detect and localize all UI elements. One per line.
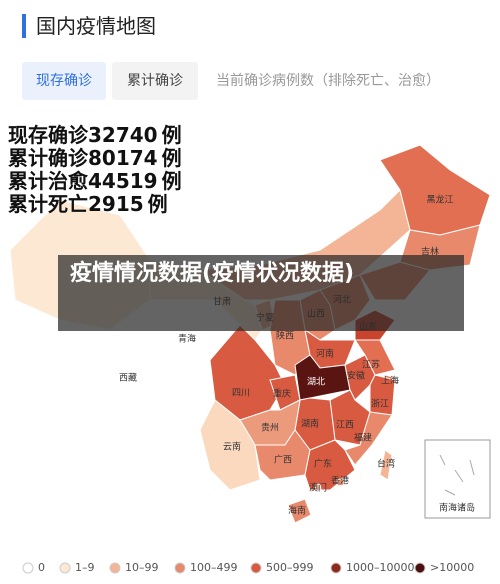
stat-label: 累计确诊	[8, 146, 88, 170]
province-label: 青海	[178, 333, 196, 345]
province-label: 浙江	[371, 398, 389, 410]
province	[336, 477, 345, 487]
legend-label: 1000–10000	[346, 561, 415, 574]
province-label: 四川	[232, 389, 250, 399]
province-label: 广西	[274, 454, 292, 466]
province-label: 福建	[354, 432, 372, 444]
legend-label: 10–99	[125, 561, 159, 574]
legend-swatch	[22, 562, 34, 574]
stat-value: 80174	[88, 146, 158, 170]
province-label: 海南	[288, 505, 306, 517]
province-label: 贵州	[261, 422, 279, 434]
province-label: 上海	[381, 375, 399, 387]
stat-unit: 例	[161, 146, 182, 170]
province-label: 广东	[314, 458, 332, 470]
legend-swatch	[174, 562, 186, 574]
province-label: 江苏	[362, 359, 380, 371]
stat-label: 累计治愈	[8, 169, 88, 193]
page-title: 国内疫情地图	[22, 14, 156, 38]
stat-unit: 例	[161, 123, 182, 147]
inset-label: 南海诸岛	[439, 502, 475, 514]
province-label: 吉林	[421, 246, 439, 258]
stat: 累计治愈44519 例	[8, 170, 182, 193]
tab-active[interactable]: 现存确诊	[22, 62, 106, 100]
stat: 现存确诊32740 例	[8, 124, 182, 147]
stat: 累计死亡2915 例	[8, 193, 182, 216]
province-label: 澳门	[309, 482, 327, 494]
province	[287, 498, 312, 524]
legend-swatch	[414, 562, 426, 574]
province-label: 云南	[223, 441, 241, 453]
province-label: 西藏	[119, 372, 137, 384]
province-label: 陕西	[276, 330, 294, 342]
stat-value: 44519	[88, 169, 158, 193]
province-label: 黑龙江	[426, 194, 453, 206]
stat-unit: 例	[147, 192, 168, 216]
stat-value: 2915	[88, 192, 144, 216]
legend-swatch	[250, 562, 262, 574]
province-label: 河南	[316, 348, 334, 360]
province	[314, 483, 322, 492]
province-label: 香港	[331, 475, 349, 487]
legend-label: 1–9	[75, 561, 95, 574]
province	[49, 319, 216, 411]
legend-label: 100–499	[190, 561, 238, 574]
province-label: 湖北	[307, 377, 325, 388]
overlay-caption: 疫情情况数据(疫情状况数据)	[58, 255, 464, 331]
legend-label: 500–999	[266, 561, 314, 574]
legend-label: 0	[38, 561, 45, 574]
legend-swatch	[109, 562, 121, 574]
province	[379, 449, 393, 481]
tab[interactable]: 累计确诊	[112, 62, 198, 100]
inset-box	[424, 439, 491, 519]
inset-islands	[439, 454, 475, 496]
stat-value: 32740	[88, 123, 158, 147]
stat-label: 现存确诊	[8, 123, 88, 147]
stat-label: 累计死亡	[8, 192, 88, 216]
province	[304, 439, 356, 491]
province-label: 安徽	[347, 370, 365, 382]
tab-note: 当前确诊病例数（排除死亡、治愈）	[216, 73, 440, 89]
province-label: 江西	[336, 420, 354, 431]
province-label: 台湾	[377, 458, 395, 470]
province-label: 湖南	[301, 418, 319, 430]
legend-swatch	[330, 562, 342, 574]
legend-swatch	[59, 562, 71, 574]
stat-unit: 例	[161, 169, 182, 193]
province	[199, 399, 261, 491]
stats: 现存确诊32740 例累计确诊80174 例累计治愈44519 例累计死亡2915 例	[8, 124, 182, 216]
province	[369, 374, 396, 416]
province-label: 重庆	[273, 388, 291, 400]
stat: 累计确诊80174 例	[8, 147, 182, 170]
province	[354, 339, 396, 376]
legend-label: >10000	[430, 561, 474, 574]
